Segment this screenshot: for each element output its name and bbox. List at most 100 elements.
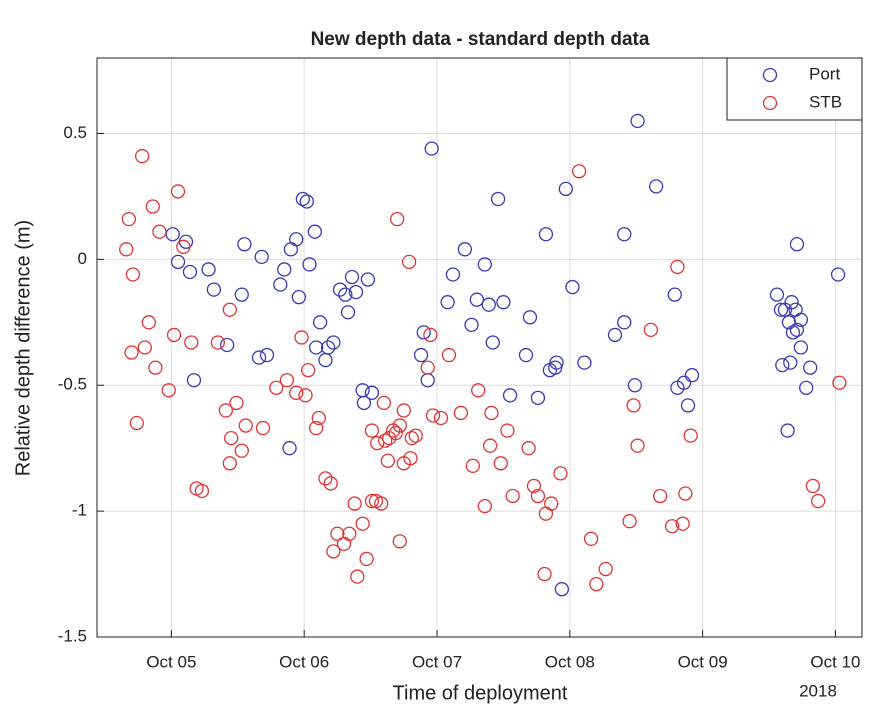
point [206,282,222,297]
point [396,403,411,418]
point [186,373,202,388]
point [320,340,336,355]
point [440,295,455,310]
point [676,375,692,390]
point [784,295,799,310]
point [326,544,341,559]
point [254,249,269,265]
point [521,441,536,456]
point [326,335,341,350]
point [124,345,139,360]
point [538,227,554,242]
point [222,302,237,317]
point [505,488,520,504]
point [416,325,431,340]
point [404,430,419,446]
point [223,430,239,446]
point [145,199,160,214]
point [201,262,216,277]
point [481,297,496,312]
point [471,383,486,398]
point [237,237,252,252]
point [141,315,156,330]
y-tick-label: -1 [72,501,87,520]
legend-box [726,57,863,121]
x-tick-label: Oct 10 [810,652,860,671]
point [522,310,538,325]
point [785,325,801,340]
point [229,395,244,411]
point [380,453,396,468]
point [148,360,163,375]
point [652,488,668,504]
point [388,425,403,441]
legend-marker [762,95,778,111]
point [294,330,309,345]
point [308,340,324,355]
point [493,456,508,471]
point [401,254,417,270]
point [425,408,441,423]
point [420,360,435,375]
point [291,290,307,305]
y-tick-label: 0 [78,249,87,268]
point [218,403,233,418]
legend-label: Port [809,64,840,83]
point [312,315,328,330]
point [617,315,632,330]
x-year-label: 2018 [799,681,837,700]
point [220,337,235,353]
point [359,551,374,567]
point [571,164,587,179]
point [457,242,473,257]
point [390,211,405,227]
point [680,398,696,413]
point [234,287,249,302]
plot-frame [96,57,863,638]
point [445,267,461,282]
point [342,526,357,541]
y-tick-label: 0.5 [63,123,87,142]
point [238,418,253,433]
point [433,410,449,426]
point [376,395,392,411]
point [299,194,314,209]
point [392,534,407,549]
point [617,227,632,242]
point [348,284,364,300]
point [648,179,664,194]
point [413,347,429,363]
point [125,267,141,282]
point [259,347,275,363]
point [526,478,542,494]
point [793,340,809,355]
point [392,418,407,433]
x-tick-label: Oct 09 [678,652,728,671]
point [298,388,313,403]
point [500,423,515,438]
point [308,420,324,436]
point [554,582,569,597]
point [137,340,152,355]
point [799,380,814,395]
point [490,191,506,207]
point [301,363,316,378]
point [347,496,362,511]
x-tick-label: Oct 06 [279,652,329,671]
point [355,516,370,531]
point [289,232,304,247]
point [630,438,645,453]
point [374,496,389,511]
point [549,355,564,370]
point [544,496,559,511]
point [152,224,167,239]
point [548,360,563,375]
point [344,269,360,285]
point [423,327,438,343]
point [502,388,518,403]
point [684,368,700,383]
point [255,420,271,436]
point [627,378,643,393]
point [607,327,623,343]
